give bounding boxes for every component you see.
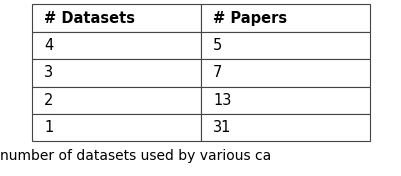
Text: 5: 5 [213,38,222,53]
Text: 1: 1 [44,120,53,135]
Bar [200,87,369,114]
Text: 2: 2 [44,93,53,108]
Bar [200,4,369,32]
Bar [200,114,369,142]
Text: # Datasets: # Datasets [44,11,135,26]
Text: number of datasets used by various ca: number of datasets used by various ca [0,149,271,163]
Text: 7: 7 [213,65,222,80]
Bar [200,32,369,59]
Bar [32,59,200,87]
Text: 31: 31 [213,120,231,135]
Bar [32,4,200,32]
Bar [32,114,200,142]
Bar [32,87,200,114]
Text: 13: 13 [213,93,231,108]
Text: # Papers: # Papers [213,11,286,26]
Text: 4: 4 [44,38,53,53]
Bar [200,59,369,87]
Text: 3: 3 [44,65,53,80]
Bar [32,32,200,59]
